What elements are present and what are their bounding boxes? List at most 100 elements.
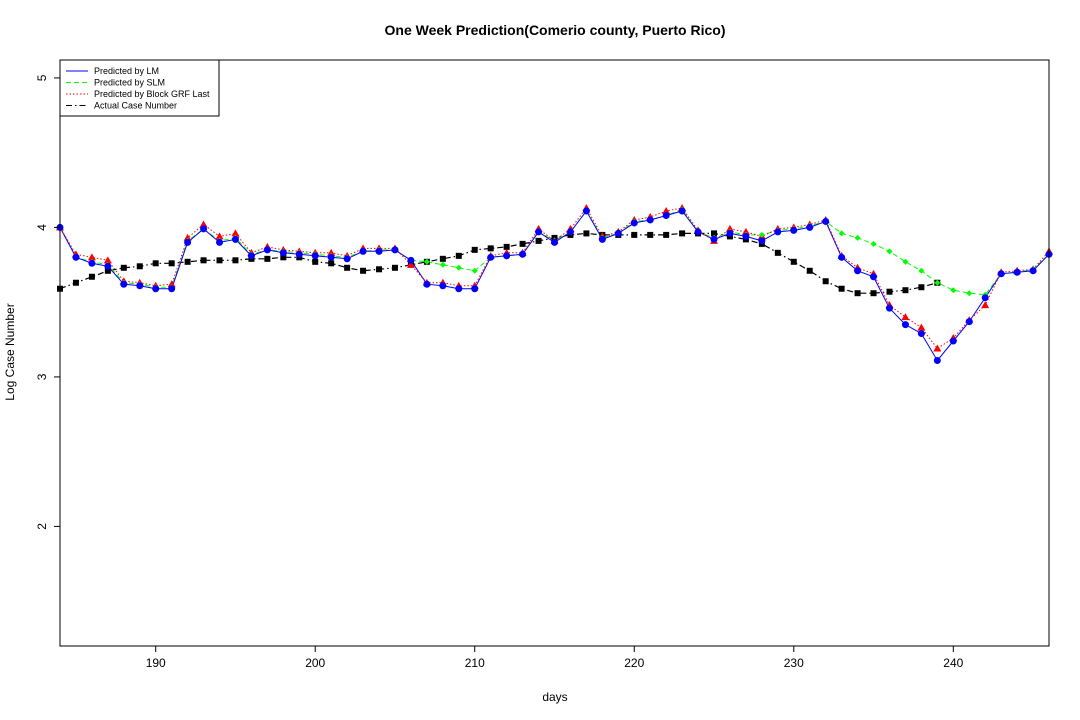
series-0-point-55: [933, 356, 941, 364]
series-3-point-13: [264, 255, 271, 262]
series-3-point-47: [806, 267, 813, 274]
series-0-point-1: [72, 253, 80, 261]
series-line-1: [59, 208, 1050, 296]
legend-label-0: Predicted by LM: [94, 66, 159, 76]
series-1-point-44: [758, 231, 765, 238]
series-1-point-50: [854, 234, 861, 241]
series-0-point-21: [391, 246, 399, 254]
series-2-point-55: [933, 344, 942, 352]
legend-label-3: Actual Case Number: [94, 101, 177, 111]
series-0-point-28: [503, 252, 511, 260]
series-2-point-22: [406, 260, 415, 268]
series-3-point-5: [136, 263, 143, 270]
axes: 190 200 210 220 230 240 2 3 4 5: [35, 74, 964, 670]
series-3-point-46: [790, 258, 797, 265]
series-1-point-25: [455, 264, 462, 271]
series-0-point-26: [471, 285, 479, 293]
series-3-point-53: [902, 287, 909, 294]
series-0-point-36: [630, 219, 638, 227]
x-tick-label-0: 190: [146, 656, 166, 670]
series-2-point-38: [662, 206, 671, 214]
series-3-point-17: [328, 260, 335, 267]
series-3-point-37: [647, 231, 654, 238]
series-3-point-3: [104, 267, 111, 274]
series-3-point-33: [583, 230, 590, 237]
series-0-point-7: [168, 285, 176, 293]
series-3-point-38: [663, 231, 670, 238]
series-0-point-32: [566, 228, 574, 236]
y-axis-label: Log Case Number: [3, 303, 17, 400]
series-0-point-13: [263, 246, 271, 254]
series-3-point-2: [88, 273, 95, 280]
series-0-point-29: [519, 250, 527, 258]
series-0-point-34: [598, 235, 606, 243]
series-0-point-47: [806, 223, 814, 231]
series-0-point-53: [901, 321, 909, 329]
series-3-point-29: [519, 240, 526, 247]
series-2-point-42: [725, 224, 734, 232]
plot-area: [56, 203, 1053, 364]
series-1-point-55: [934, 279, 941, 286]
series-3-point-50: [854, 290, 861, 297]
series-3-point-28: [503, 243, 510, 250]
x-tick-label-3: 220: [624, 656, 644, 670]
series-line-3: [59, 232, 938, 294]
series-0-point-2: [88, 259, 96, 267]
y-tick-label-3: 5: [35, 74, 49, 81]
series-0-point-19: [359, 247, 367, 255]
series-0-point-49: [838, 253, 846, 261]
series-0-point-11: [231, 235, 239, 243]
series-0-point-4: [120, 280, 128, 288]
series-3-point-39: [679, 230, 686, 237]
series-0-point-46: [790, 226, 798, 234]
series-0-point-30: [535, 228, 543, 236]
series-line-2: [59, 207, 1050, 350]
series-0-point-23: [423, 280, 431, 288]
series-1-point-26: [471, 267, 478, 274]
series-0-point-42: [726, 229, 734, 237]
y-tick-label-0: 2: [35, 523, 49, 530]
series-1-point-52: [886, 248, 893, 255]
series-0-point-35: [614, 229, 622, 237]
series-0-point-5: [136, 282, 144, 290]
series-0-point-22: [407, 256, 415, 264]
series-0-point-52: [885, 304, 893, 312]
series-0-point-45: [774, 228, 782, 236]
series-0-point-40: [694, 228, 702, 236]
series-0-point-25: [455, 285, 463, 293]
series-3-point-14: [280, 254, 287, 261]
legend-label-2: Predicted by Block GRF Last: [94, 89, 210, 99]
series-3-point-11: [232, 257, 239, 264]
series-2-point-2: [87, 253, 96, 261]
y-tick-label-2: 4: [35, 224, 49, 231]
series-3-point-24: [439, 255, 446, 262]
series-0-point-9: [200, 225, 208, 233]
x-axis-label: days: [542, 690, 567, 704]
series-3-point-18: [344, 264, 351, 271]
series-3-point-36: [631, 231, 638, 238]
series-0-point-24: [439, 282, 447, 290]
series-3-point-21: [391, 264, 398, 271]
y-tick-label-1: 3: [35, 373, 49, 380]
series-0-point-44: [758, 237, 766, 245]
series-2-point-11: [231, 229, 240, 237]
series-0-point-16: [311, 252, 319, 260]
series-3-point-48: [822, 278, 829, 285]
series-3-point-25: [455, 252, 462, 259]
series-1-point-23: [423, 258, 430, 265]
series-0-point-8: [184, 238, 192, 246]
series-1-point-57: [966, 290, 973, 297]
series-3-point-20: [376, 266, 383, 273]
series-3-point-30: [535, 237, 542, 244]
series-0-point-60: [1013, 268, 1021, 276]
series-2-point-43: [741, 227, 750, 235]
series-3-point-7: [168, 260, 175, 267]
legend-label-1: Predicted by SLM: [94, 78, 165, 88]
series-1-point-54: [918, 267, 925, 274]
series-3-point-1: [72, 279, 79, 286]
series-0-point-51: [870, 273, 878, 281]
series-2-point-10: [215, 232, 224, 240]
series-0-point-20: [375, 247, 383, 255]
series-3-point-27: [487, 245, 494, 252]
series-3-point-49: [838, 285, 845, 292]
